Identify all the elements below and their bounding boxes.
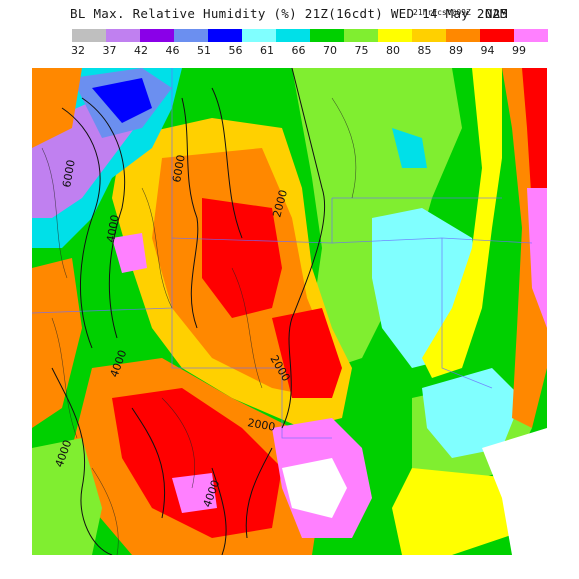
legend-tick-label: 42 xyxy=(134,44,148,57)
region-pink-2 xyxy=(172,473,217,513)
humidity-map: 6000 6000 4000 2000 2000 2000 4000 4000 … xyxy=(32,68,547,555)
legend-tick-label: 89 xyxy=(449,44,463,57)
legend-tick-label: 70 xyxy=(323,44,337,57)
legend-tick-label: 46 xyxy=(165,44,180,57)
contour-label: 6000 xyxy=(170,154,188,184)
region-white-south xyxy=(282,458,347,518)
legend-tick-label: 61 xyxy=(260,44,274,57)
legend-swatch xyxy=(140,29,174,42)
legend-swatch xyxy=(174,29,208,42)
legend-swatch xyxy=(378,29,412,42)
color-legend xyxy=(72,29,548,42)
legend-swatch xyxy=(514,29,548,42)
legend-ticks: 32 37 42 46 51 56 61 66 70 75 80 85 89 94 99 xyxy=(71,44,542,58)
legend-tick-label: 32 xyxy=(71,44,85,57)
legend-tick-label: 37 xyxy=(102,44,117,57)
contour-label: 6000 xyxy=(60,159,78,189)
region-gulf xyxy=(482,428,547,555)
legend-swatch xyxy=(480,29,514,42)
region-red-central xyxy=(202,198,282,318)
forecast-subtitle: 21hrFcst@09Z xyxy=(413,8,471,17)
model-label: NAM xyxy=(485,6,508,21)
legend-tick-label: 94 xyxy=(480,44,495,57)
state-borders xyxy=(32,68,533,439)
region-cyan-3 xyxy=(392,128,427,168)
region-yellow-south xyxy=(392,468,532,555)
region-pink-east xyxy=(527,188,547,328)
map-svg: 6000 6000 4000 2000 2000 2000 4000 4000 … xyxy=(32,68,547,555)
map-title: BL Max. Relative Humidity (%) 21Z(16cdt)… xyxy=(70,6,509,21)
region-yellow-east xyxy=(422,68,502,378)
contour-label: 2000 xyxy=(246,416,276,434)
legend-tick-label: 80 xyxy=(386,44,400,57)
region-orange-nw xyxy=(32,68,82,148)
legend-tick-label: 51 xyxy=(197,44,211,57)
legend-swatch xyxy=(72,29,106,42)
legend-swatch xyxy=(446,29,480,42)
legend-swatch xyxy=(310,29,344,42)
region-red-south xyxy=(112,388,282,538)
legend-tick-label: 85 xyxy=(417,44,432,57)
legend-swatch xyxy=(344,29,378,42)
legend-swatch xyxy=(412,29,446,42)
legend-swatch xyxy=(242,29,276,42)
legend-swatch xyxy=(276,29,310,42)
terrain-contours-thin xyxy=(41,97,357,555)
legend-tick-label: 66 xyxy=(291,44,306,57)
region-orange-sw xyxy=(32,258,82,428)
legend-swatch xyxy=(208,29,242,42)
legend-tick-label: 56 xyxy=(228,44,243,57)
region-blue-nw xyxy=(92,78,152,123)
header: BL Max. Relative Humidity (%) 21Z(16cdt)… xyxy=(0,6,579,24)
region-pink-1 xyxy=(112,233,147,273)
legend-swatch xyxy=(106,29,140,42)
terrain-contours xyxy=(51,68,326,555)
legend-tick-label: 75 xyxy=(354,44,369,57)
region-cyan-2 xyxy=(422,368,522,458)
legend-tick-label: 99 xyxy=(512,44,526,57)
contour-label: 4000 xyxy=(104,214,122,244)
